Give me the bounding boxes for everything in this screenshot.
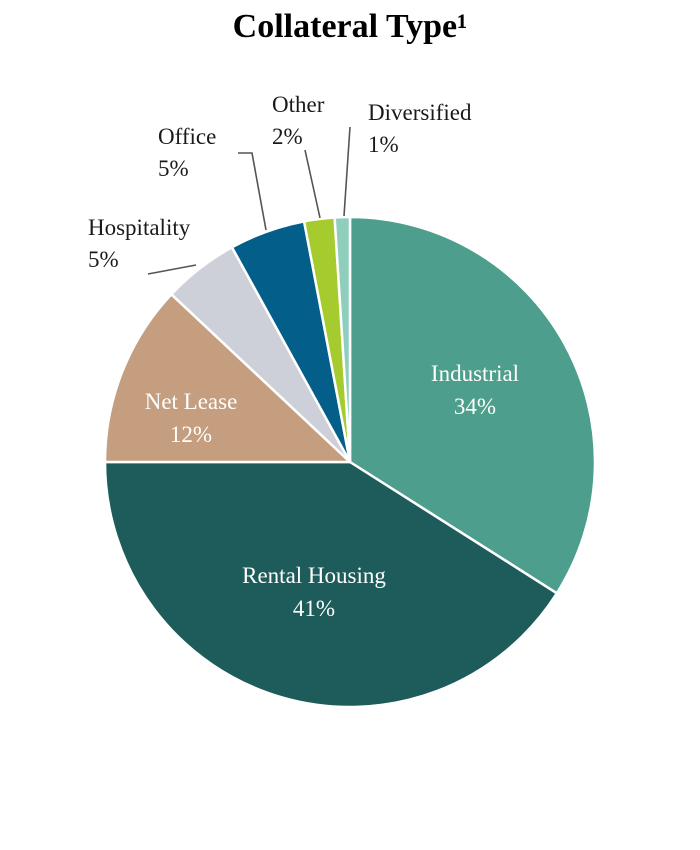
slice-label-hospitality: Hospitality <box>88 215 191 240</box>
pie-slice-industrial <box>348 215 597 595</box>
slice-label-diversified: Diversified <box>368 100 472 125</box>
slice-value-label-industrial: 34% <box>454 394 496 419</box>
slice-label-net-lease: Net Lease <box>145 389 238 414</box>
slice-label-office: Office <box>158 124 216 149</box>
chart-title: Collateral Type¹ <box>232 8 468 45</box>
pie-slice-rental-housing <box>103 460 559 709</box>
slice-value-label-hospitality: 5% <box>88 247 119 272</box>
leader-line-office <box>238 152 267 231</box>
slice-label-industrial: Industrial <box>431 361 519 386</box>
slice-value-label-diversified: 1% <box>368 132 399 157</box>
slice-value-label-net-lease: 12% <box>170 422 212 447</box>
slice-value-label-rental-housing: 41% <box>293 596 335 621</box>
leader-line-hospitality <box>147 264 197 275</box>
slice-value-label-other: 2% <box>272 124 303 149</box>
pie-slice-net-lease <box>103 293 352 464</box>
leader-line-diversified <box>343 126 351 217</box>
slice-value-label-office: 5% <box>158 156 189 181</box>
leader-line-other <box>304 149 321 219</box>
slice-label-rental-housing: Rental Housing <box>242 563 386 588</box>
slice-label-other: Other <box>272 92 325 117</box>
pie-slice-diversified <box>333 215 352 464</box>
